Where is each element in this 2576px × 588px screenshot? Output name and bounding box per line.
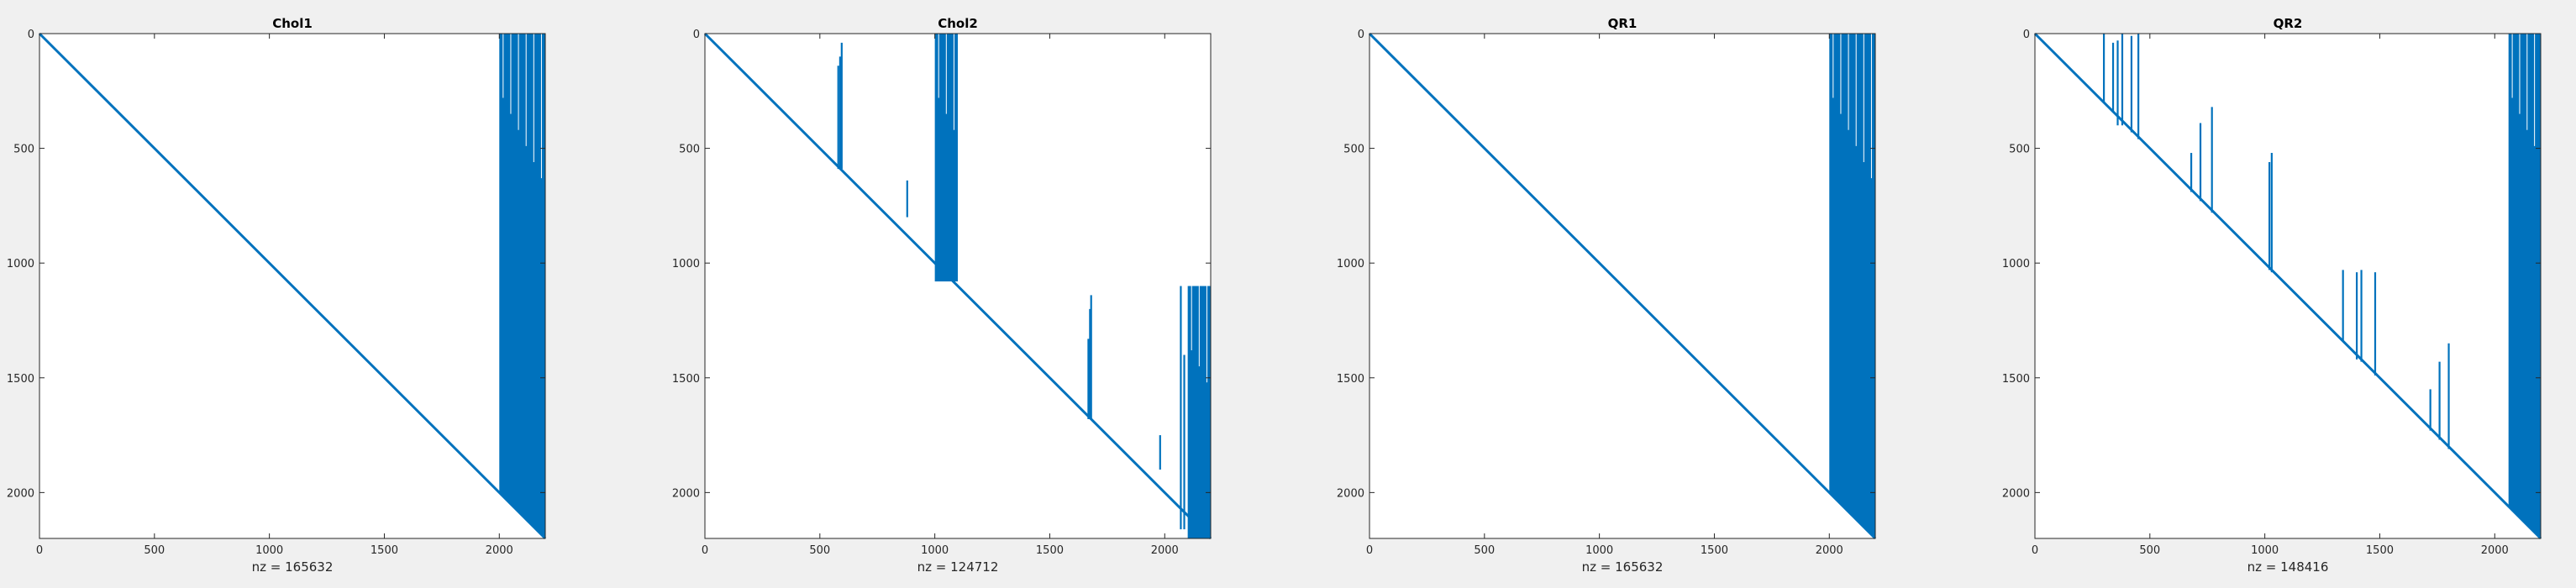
y-tick-label: 2000 <box>1337 487 1364 500</box>
y-tick-label: 2000 <box>2002 487 2030 500</box>
chart-title: Chol1 <box>272 16 313 31</box>
axes-frame <box>2034 33 2542 539</box>
x-tick-label: 1000 <box>1585 544 1613 557</box>
y-tick-label: 1500 <box>7 373 34 386</box>
y-tick-label: 2000 <box>7 487 34 500</box>
axes-frame <box>39 33 546 539</box>
x-tick-label: 2000 <box>2481 544 2509 557</box>
y-tick-label: 1500 <box>672 373 700 386</box>
x-tick-label: 0 <box>2032 544 2038 557</box>
dense-block <box>1829 34 1875 538</box>
x-tick-label: 0 <box>702 544 708 557</box>
x-tick-label: 1500 <box>1036 544 1064 557</box>
x-tick-label: 500 <box>809 544 830 557</box>
x-tick-label: 0 <box>1366 544 1373 557</box>
y-tick-label: 500 <box>13 144 34 156</box>
y-tick-label: 0 <box>2023 29 2030 41</box>
y-tick-label: 1000 <box>1337 258 1364 270</box>
x-tick-label: 1000 <box>2251 544 2279 557</box>
dense-block <box>2508 34 2541 538</box>
y-tick-label: 500 <box>1343 144 1364 156</box>
y-tick-label: 0 <box>28 29 34 41</box>
chart-title: QR2 <box>2274 16 2303 31</box>
x-axis-label: nz = 148416 <box>2247 559 2329 575</box>
chart-title: Chol2 <box>938 16 978 31</box>
y-tick-label: 1500 <box>1337 373 1364 386</box>
y-tick-label: 1000 <box>2002 258 2030 270</box>
y-tick-label: 1000 <box>7 258 34 270</box>
y-tick-label: 0 <box>693 29 700 41</box>
y-tick-label: 1500 <box>2002 373 2030 386</box>
spy-plot-chol1: 0 500 1000 1500 2000 0 500 1000 1500 2000 Chol1 nz … <box>7 16 547 575</box>
x-tick-label: 1500 <box>371 544 398 557</box>
spy-plot-qr1: 0 500 1000 1500 2000 0 500 1000 1500 2000 QR1 nz = … <box>1337 16 1877 575</box>
x-tick-label: 1500 <box>1701 544 1728 557</box>
y-tick-label: 500 <box>679 144 700 156</box>
diagonal-line <box>2033 32 2542 540</box>
x-axis-label: nz = 124712 <box>917 559 999 575</box>
diagonal-line <box>38 32 547 540</box>
diagonal-line <box>703 32 1212 540</box>
axes-frame <box>704 33 1212 539</box>
x-tick-label: 1500 <box>2366 544 2394 557</box>
x-axis-label: nz = 165632 <box>1582 559 1664 575</box>
dense-block <box>499 34 545 538</box>
x-tick-label: 500 <box>2139 544 2160 557</box>
x-tick-label: 2000 <box>1816 544 1843 557</box>
x-tick-label: 500 <box>1474 544 1495 557</box>
x-tick-label: 0 <box>36 544 43 557</box>
x-tick-label: 2000 <box>486 544 513 557</box>
spy-plot-chol2: 0 500 1000 1500 2000 0 500 1000 1500 2000 Chol2 nz … <box>672 16 1212 575</box>
y-tick-label: 2000 <box>672 487 700 500</box>
x-tick-label: 500 <box>144 544 165 557</box>
spy-plot-qr2: 0 500 1000 1500 2000 0 500 1000 1500 2000 QR2 nz = … <box>2002 16 2542 575</box>
axes-frame <box>1369 33 1876 539</box>
y-tick-label: 0 <box>1358 29 1364 41</box>
x-tick-label: 1000 <box>255 544 283 557</box>
chart-title: QR1 <box>1608 16 1638 31</box>
y-tick-label: 1000 <box>672 258 700 270</box>
x-axis-label: nz = 165632 <box>252 559 334 575</box>
diagonal-line <box>1368 32 1877 540</box>
x-tick-label: 2000 <box>1151 544 1179 557</box>
y-tick-label: 500 <box>2009 144 2030 156</box>
x-tick-label: 1000 <box>921 544 949 557</box>
